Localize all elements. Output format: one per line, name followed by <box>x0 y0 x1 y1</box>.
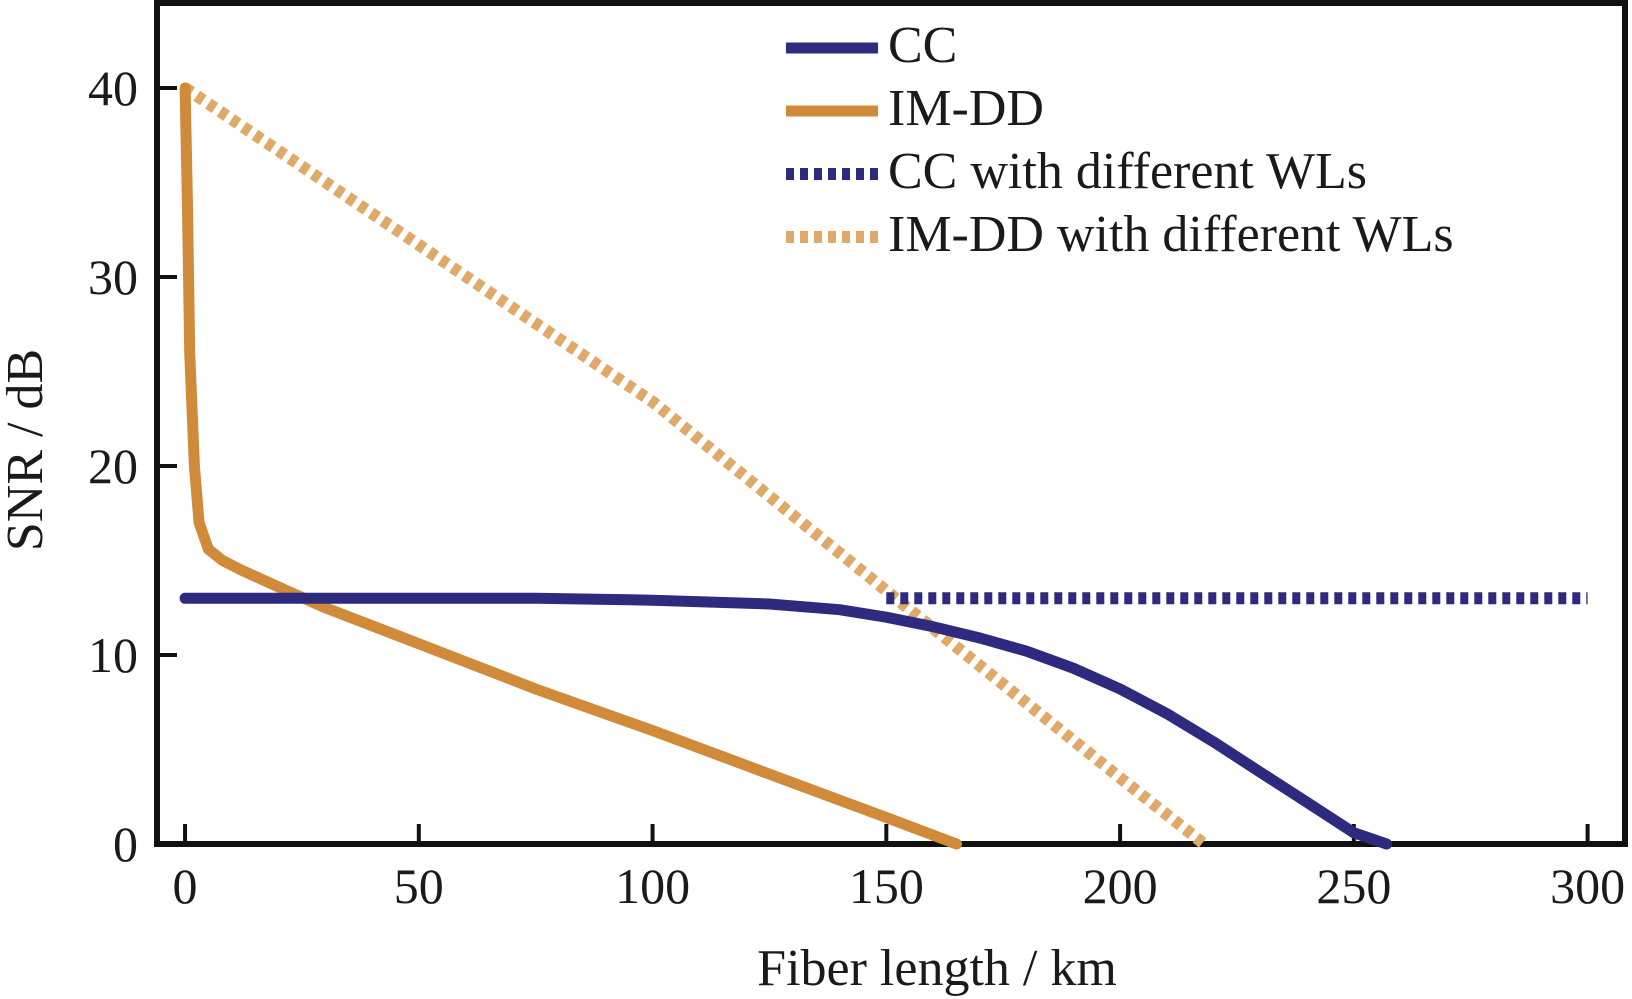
y-tick-label: 30 <box>88 249 138 305</box>
y-tick-label: 0 <box>113 816 138 872</box>
ticks-layer: 0 50 100 150 200 250 300 0 10 20 30 40 <box>88 60 1625 914</box>
legend-label-0: CC <box>888 17 957 74</box>
legend-label-3: IM-DD with different WLs <box>888 206 1454 263</box>
series-line-1 <box>179 82 962 850</box>
x-tick-label: 50 <box>394 858 444 914</box>
x-tick-label: 100 <box>615 858 690 914</box>
plot-frame <box>154 0 1628 847</box>
x-tick-label: 0 <box>173 858 198 914</box>
y-axis-title: SNR / dB <box>0 349 54 551</box>
x-axis-title: Fiber length / km <box>757 940 1117 997</box>
y-tick-label: 10 <box>88 627 138 683</box>
series-layer <box>179 82 1588 850</box>
x-tick-label: 200 <box>1083 858 1158 914</box>
x-tick-label: 300 <box>1550 858 1625 914</box>
y-tick-label: 40 <box>88 60 138 116</box>
legend-label-1: IM-DD <box>888 80 1044 137</box>
legend-label-2: CC with different WLs <box>888 143 1367 200</box>
series-line-0 <box>179 592 1393 850</box>
y-tick-label: 20 <box>88 438 138 494</box>
x-tick-label: 150 <box>849 858 924 914</box>
x-tick-label: 250 <box>1316 858 1391 914</box>
series-line-3 <box>181 83 1208 849</box>
legend: CC IM-DD CC with different WLs IM-DD with d… <box>786 17 1454 263</box>
